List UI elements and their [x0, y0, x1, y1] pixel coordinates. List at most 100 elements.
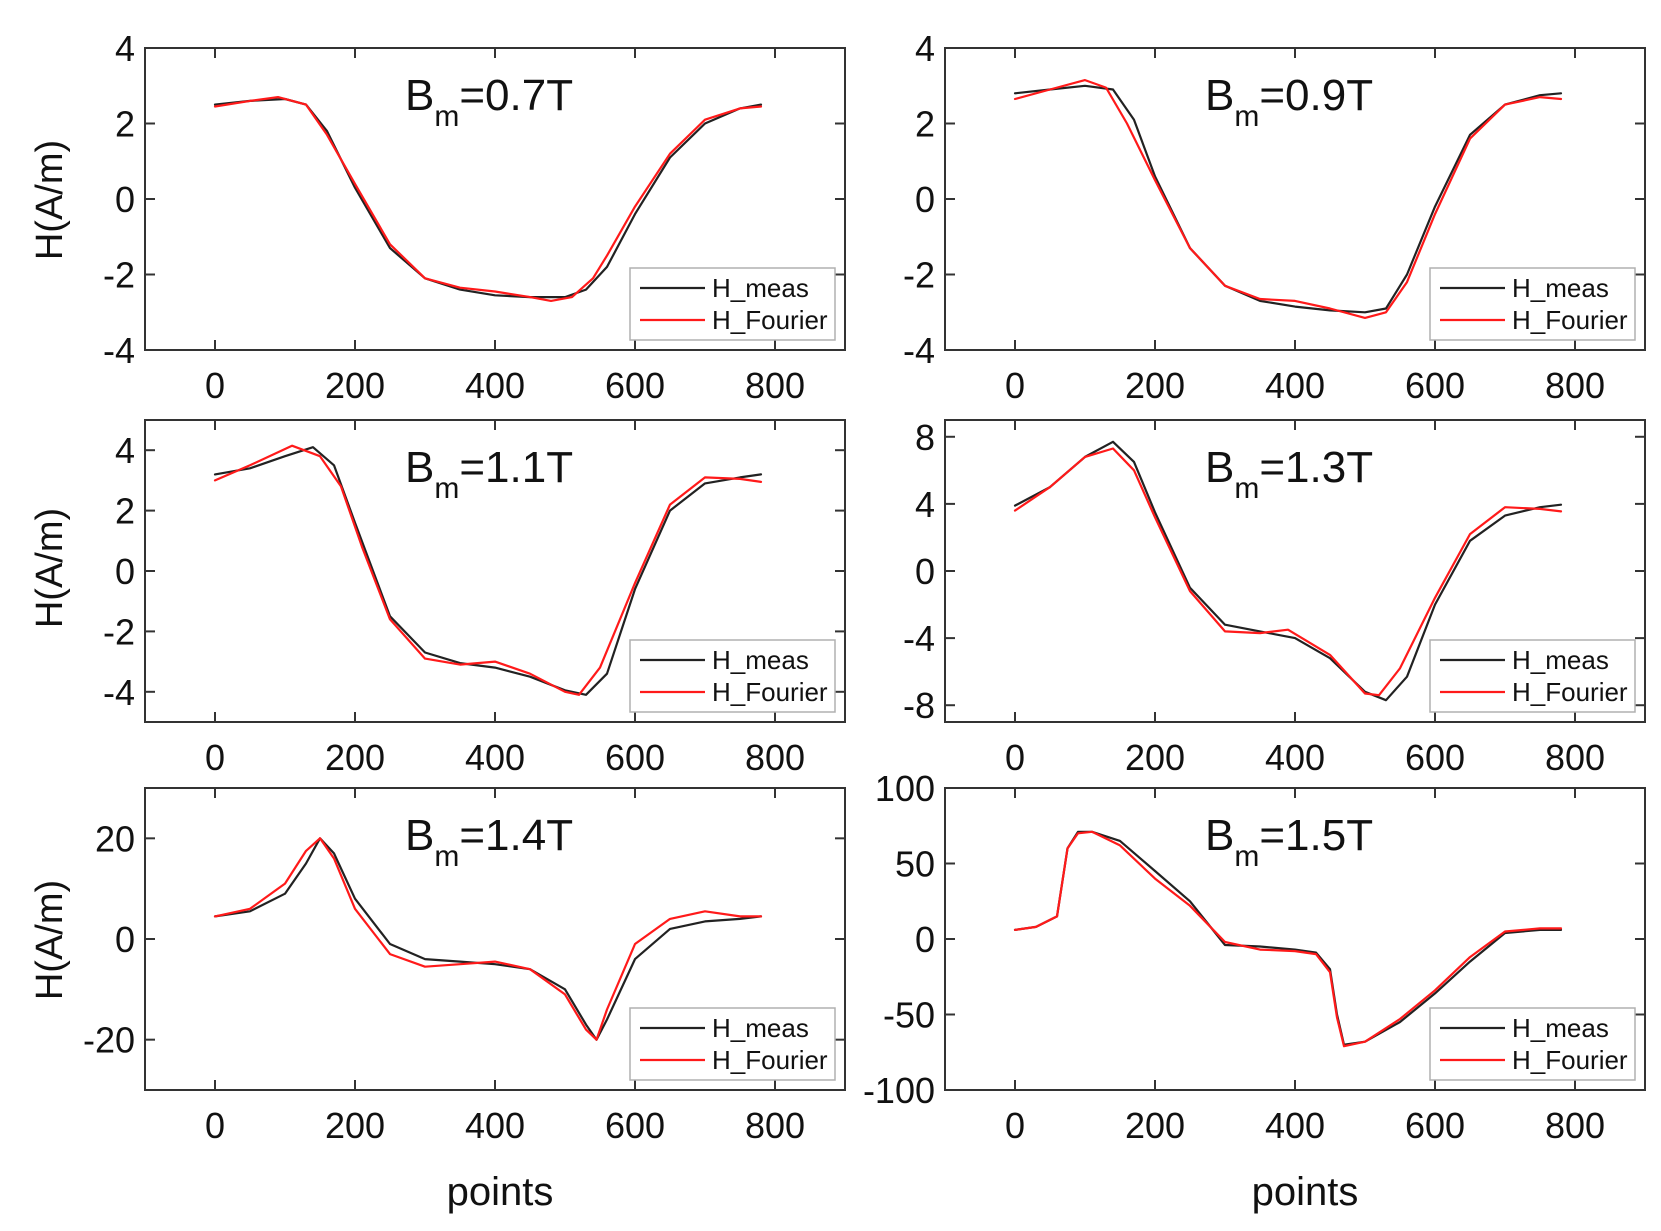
- legend-label: H_Fourier: [712, 305, 828, 335]
- title-subscript: m: [434, 100, 459, 133]
- x-tick-label: 0: [1005, 737, 1025, 778]
- x-tick-label: 800: [1545, 365, 1605, 406]
- x-tick-label: 400: [465, 1105, 525, 1146]
- y-tick-label: -4: [103, 672, 135, 713]
- x-tick-label: 0: [205, 365, 225, 406]
- x-tick-label: 200: [1125, 365, 1185, 406]
- title-subscript: m: [1234, 840, 1259, 873]
- y-tick-label: -50: [883, 995, 935, 1036]
- y-tick-label: 0: [915, 179, 935, 220]
- series-line-h-fourier: [213, 837, 763, 1041]
- y-tick-label: 0: [915, 551, 935, 592]
- legend-label: H_Fourier: [1512, 1045, 1628, 1075]
- panel-1: 0 200 400 600 800 -4 -2 0 2 4 Bm=0.7T H_measH_Fouri…: [103, 28, 846, 406]
- series-line-h-fourier: [213, 96, 763, 302]
- x-tick-label: 400: [465, 737, 525, 778]
- y-tick-label: -4: [103, 330, 135, 371]
- y-tick-label: 2: [115, 104, 135, 145]
- title-value: =0.9T: [1259, 71, 1373, 120]
- series-line-h-fourier: [213, 444, 763, 696]
- y-axis-label-row2: H(A/m): [29, 508, 71, 628]
- panel-title: Bm=0.7T: [405, 71, 573, 133]
- x-tick-label: 600: [605, 1105, 665, 1146]
- x-tick-label: 600: [1405, 365, 1465, 406]
- title-value: =0.7T: [459, 71, 573, 120]
- series-line-h-fourier: [1013, 447, 1563, 697]
- y-tick-label: 2: [115, 491, 135, 532]
- y-tick-label: -100: [863, 1070, 935, 1111]
- series-line-h-meas: [213, 446, 763, 696]
- legend-label: H_meas: [1512, 273, 1609, 303]
- y-tick-label: -8: [903, 685, 935, 726]
- legend-box: [1429, 267, 1636, 341]
- title-subscript: m: [434, 840, 459, 873]
- legend-box: [1429, 1007, 1636, 1081]
- x-tick-label: 800: [745, 1105, 805, 1146]
- y-tick-label: 0: [115, 551, 135, 592]
- y-tick-label: 50: [895, 844, 935, 885]
- y-tick-label: 8: [915, 417, 935, 458]
- y-tick-label: 2: [915, 104, 935, 145]
- series-line-h-meas: [1013, 84, 1563, 314]
- panel-title: Bm=1.3T: [1205, 443, 1373, 505]
- x-tick-label: 200: [325, 1105, 385, 1146]
- x-tick-label: 600: [1405, 1105, 1465, 1146]
- x-tick-label: 800: [745, 365, 805, 406]
- x-tick-label: 800: [1545, 1105, 1605, 1146]
- x-tick-label: 0: [1005, 365, 1025, 406]
- x-tick-label: 800: [1545, 737, 1605, 778]
- legend-label: H_Fourier: [712, 1045, 828, 1075]
- y-tick-label: -4: [903, 330, 935, 371]
- series-line-h-fourier: [1013, 79, 1563, 319]
- legend-label: H_meas: [712, 273, 809, 303]
- legend-label: H_Fourier: [1512, 677, 1628, 707]
- y-tick-label: 20: [95, 818, 135, 859]
- x-tick-label: 400: [1265, 737, 1325, 778]
- legend-label: H_meas: [712, 1013, 809, 1043]
- panel-6: 0 200 400 600 800 -100 -50 0 50 100 Bm=1.5T H_measH…: [863, 768, 1646, 1146]
- series-line-h-fourier: [1013, 830, 1563, 1048]
- legend-label: H_Fourier: [712, 677, 828, 707]
- x-tick-label: 800: [745, 737, 805, 778]
- y-tick-label: -2: [903, 255, 935, 296]
- y-tick-label: 4: [915, 484, 935, 525]
- y-tick-label: 4: [115, 28, 135, 69]
- x-tick-label: 600: [1405, 737, 1465, 778]
- title-value: =1.5T: [1259, 811, 1373, 860]
- x-tick-label: 600: [605, 365, 665, 406]
- panel-title: Bm=0.9T: [1205, 71, 1373, 133]
- y-tick-label: -2: [103, 611, 135, 652]
- title-subscript: m: [1234, 472, 1259, 505]
- x-tick-label: 400: [1265, 1105, 1325, 1146]
- y-tick-label: 4: [115, 430, 135, 471]
- title-subscript: m: [434, 472, 459, 505]
- legend-box: [1429, 639, 1636, 713]
- title-subscript: m: [1234, 100, 1259, 133]
- legend-label: H_meas: [1512, 645, 1609, 675]
- legend-label: H_meas: [1512, 1013, 1609, 1043]
- panel-title: Bm=1.4T: [405, 811, 573, 873]
- legend-box: [629, 639, 836, 713]
- legend-label: H_Fourier: [1512, 305, 1628, 335]
- x-tick-label: 400: [1265, 365, 1325, 406]
- y-tick-label: -4: [903, 618, 935, 659]
- legend-label: H_meas: [712, 645, 809, 675]
- x-tick-label: 200: [1125, 737, 1185, 778]
- title-main: B: [405, 811, 434, 860]
- x-tick-label: 0: [1005, 1105, 1025, 1146]
- x-tick-label: 600: [605, 737, 665, 778]
- y-tick-label: -2: [103, 255, 135, 296]
- y-axis-label-row3: H(A/m): [29, 880, 71, 1000]
- x-axis-label-right: points: [1252, 1170, 1359, 1214]
- panel-title: Bm=1.5T: [1205, 811, 1373, 873]
- y-axis-label-row1: H(A/m): [29, 140, 71, 260]
- title-value: =1.1T: [459, 443, 573, 492]
- x-tick-label: 200: [325, 365, 385, 406]
- y-tick-label: 0: [915, 919, 935, 960]
